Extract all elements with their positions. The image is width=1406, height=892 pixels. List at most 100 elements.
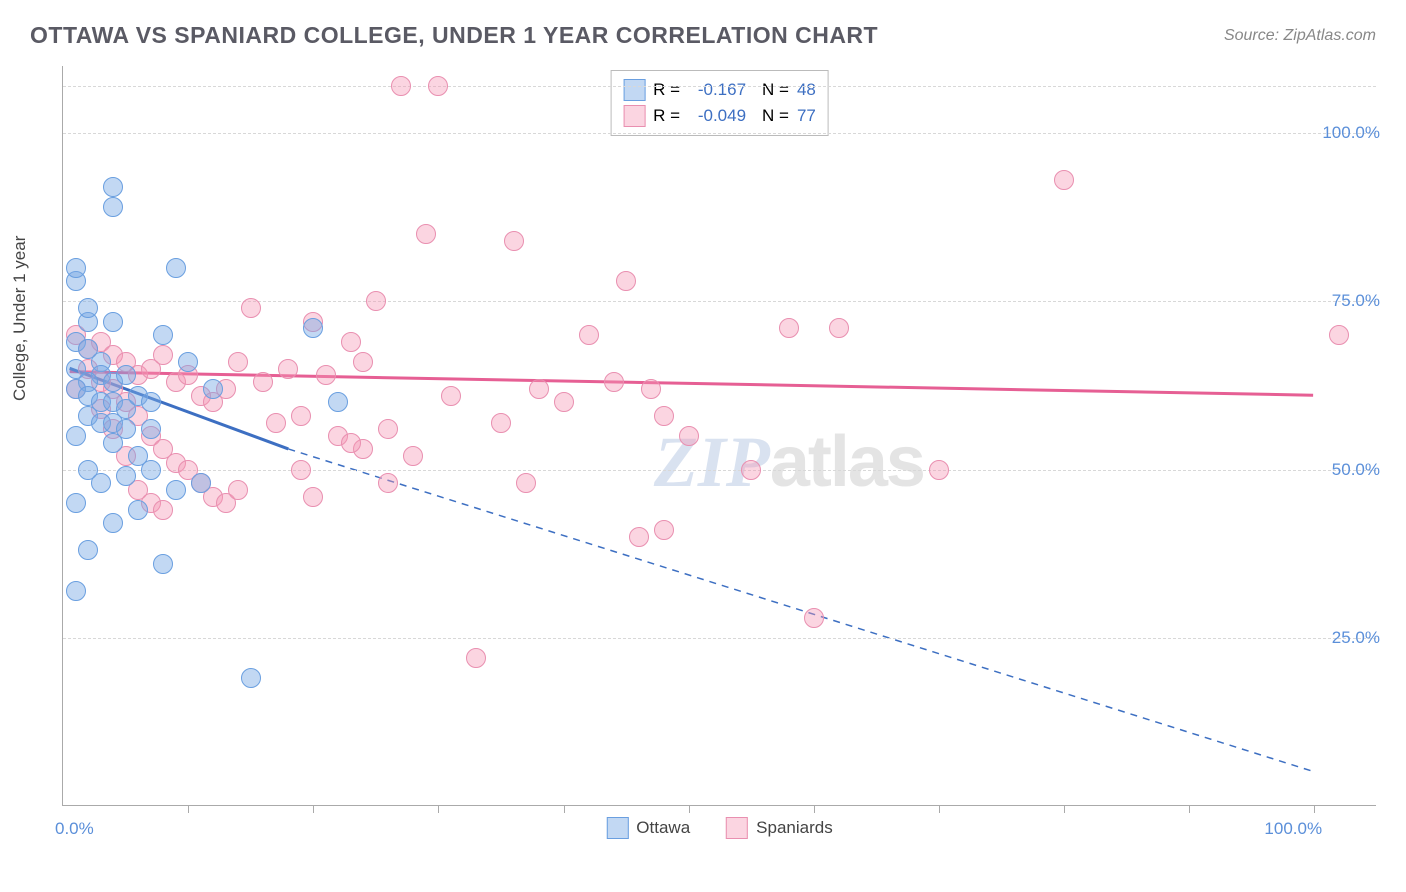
- legend-R-label: R =: [653, 106, 680, 126]
- chart-title: OTTAWA VS SPANIARD COLLEGE, UNDER 1 YEAR…: [30, 22, 878, 49]
- point-ottawa: [141, 460, 161, 480]
- point-spaniards: [378, 473, 398, 493]
- point-spaniards: [391, 76, 411, 96]
- point-spaniards: [241, 298, 261, 318]
- point-ottawa: [103, 433, 123, 453]
- point-ottawa: [203, 379, 223, 399]
- point-ottawa: [141, 419, 161, 439]
- point-spaniards: [378, 419, 398, 439]
- gridline: [63, 133, 1376, 134]
- x-tick: [438, 805, 439, 813]
- point-ottawa: [103, 177, 123, 197]
- x-tick-label: 100.0%: [1264, 819, 1322, 839]
- point-spaniards: [153, 500, 173, 520]
- point-ottawa: [141, 392, 161, 412]
- point-ottawa: [241, 668, 261, 688]
- point-spaniards: [303, 487, 323, 507]
- point-spaniards: [266, 413, 286, 433]
- point-ottawa: [78, 298, 98, 318]
- spaniards-R-value: -0.049: [688, 106, 746, 126]
- point-ottawa: [66, 493, 86, 513]
- source-label: Source: ZipAtlas.com: [1224, 27, 1376, 45]
- y-tick-label: 75.0%: [1332, 291, 1380, 311]
- point-ottawa: [66, 426, 86, 446]
- point-ottawa: [66, 581, 86, 601]
- trend-lines: [63, 66, 1376, 805]
- swatch-ottawa: [606, 817, 628, 839]
- point-ottawa: [153, 554, 173, 574]
- point-ottawa: [91, 473, 111, 493]
- point-ottawa: [116, 466, 136, 486]
- point-ottawa: [66, 258, 86, 278]
- y-tick-label: 50.0%: [1332, 460, 1380, 480]
- legend-bottom: Ottawa Spaniards: [606, 817, 832, 839]
- point-spaniards: [804, 608, 824, 628]
- point-ottawa: [128, 500, 148, 520]
- point-spaniards: [416, 224, 436, 244]
- legend-label: Ottawa: [636, 818, 690, 838]
- x-tick: [689, 805, 690, 813]
- point-ottawa: [166, 480, 186, 500]
- x-tick: [1314, 805, 1315, 813]
- ottawa-R-value: -0.167: [688, 80, 746, 100]
- x-tick-label: 0.0%: [55, 819, 94, 839]
- y-tick-label: 100.0%: [1322, 123, 1380, 143]
- scatter-plot: ZIPatlas R = -0.167 N = 48 R = -0.049 N …: [62, 66, 1376, 806]
- gridline: [63, 86, 1376, 87]
- legend-row-ottawa: R = -0.167 N = 48: [623, 77, 816, 103]
- legend-N-label: N =: [762, 106, 789, 126]
- gridline: [63, 638, 1376, 639]
- point-spaniards: [441, 386, 461, 406]
- point-ottawa: [191, 473, 211, 493]
- x-tick: [188, 805, 189, 813]
- point-ottawa: [78, 540, 98, 560]
- gridline: [63, 301, 1376, 302]
- point-spaniards: [829, 318, 849, 338]
- y-axis-title: College, Under 1 year: [10, 236, 30, 401]
- spaniards-N-value: 77: [797, 106, 816, 126]
- point-ottawa: [103, 197, 123, 217]
- point-spaniards: [291, 406, 311, 426]
- legend-row-spaniards: R = -0.049 N = 77: [623, 103, 816, 129]
- swatch-spaniards: [726, 817, 748, 839]
- legend-N-label: N =: [762, 80, 789, 100]
- point-spaniards: [529, 379, 549, 399]
- point-spaniards: [779, 318, 799, 338]
- point-spaniards: [341, 332, 361, 352]
- ottawa-N-value: 48: [797, 80, 816, 100]
- point-ottawa: [103, 312, 123, 332]
- point-spaniards: [278, 359, 298, 379]
- swatch-spaniards: [623, 105, 645, 127]
- point-spaniards: [516, 473, 536, 493]
- point-spaniards: [253, 372, 273, 392]
- point-spaniards: [654, 406, 674, 426]
- point-spaniards: [153, 345, 173, 365]
- point-spaniards: [1054, 170, 1074, 190]
- point-ottawa: [103, 513, 123, 533]
- point-spaniards: [341, 433, 361, 453]
- point-spaniards: [1329, 325, 1349, 345]
- legend-item-ottawa: Ottawa: [606, 817, 690, 839]
- x-tick: [814, 805, 815, 813]
- point-spaniards: [428, 76, 448, 96]
- point-spaniards: [654, 520, 674, 540]
- point-ottawa: [328, 392, 348, 412]
- point-spaniards: [466, 648, 486, 668]
- x-tick: [1189, 805, 1190, 813]
- point-ottawa: [116, 365, 136, 385]
- legend-item-spaniards: Spaniards: [726, 817, 833, 839]
- point-spaniards: [316, 365, 336, 385]
- point-spaniards: [629, 527, 649, 547]
- point-spaniards: [291, 460, 311, 480]
- point-ottawa: [178, 352, 198, 372]
- point-spaniards: [491, 413, 511, 433]
- point-spaniards: [604, 372, 624, 392]
- point-spaniards: [741, 460, 761, 480]
- x-tick: [939, 805, 940, 813]
- point-spaniards: [228, 352, 248, 372]
- point-spaniards: [679, 426, 699, 446]
- point-spaniards: [929, 460, 949, 480]
- legend-R-label: R =: [653, 80, 680, 100]
- legend-stats: R = -0.167 N = 48 R = -0.049 N = 77: [610, 70, 829, 136]
- x-tick: [313, 805, 314, 813]
